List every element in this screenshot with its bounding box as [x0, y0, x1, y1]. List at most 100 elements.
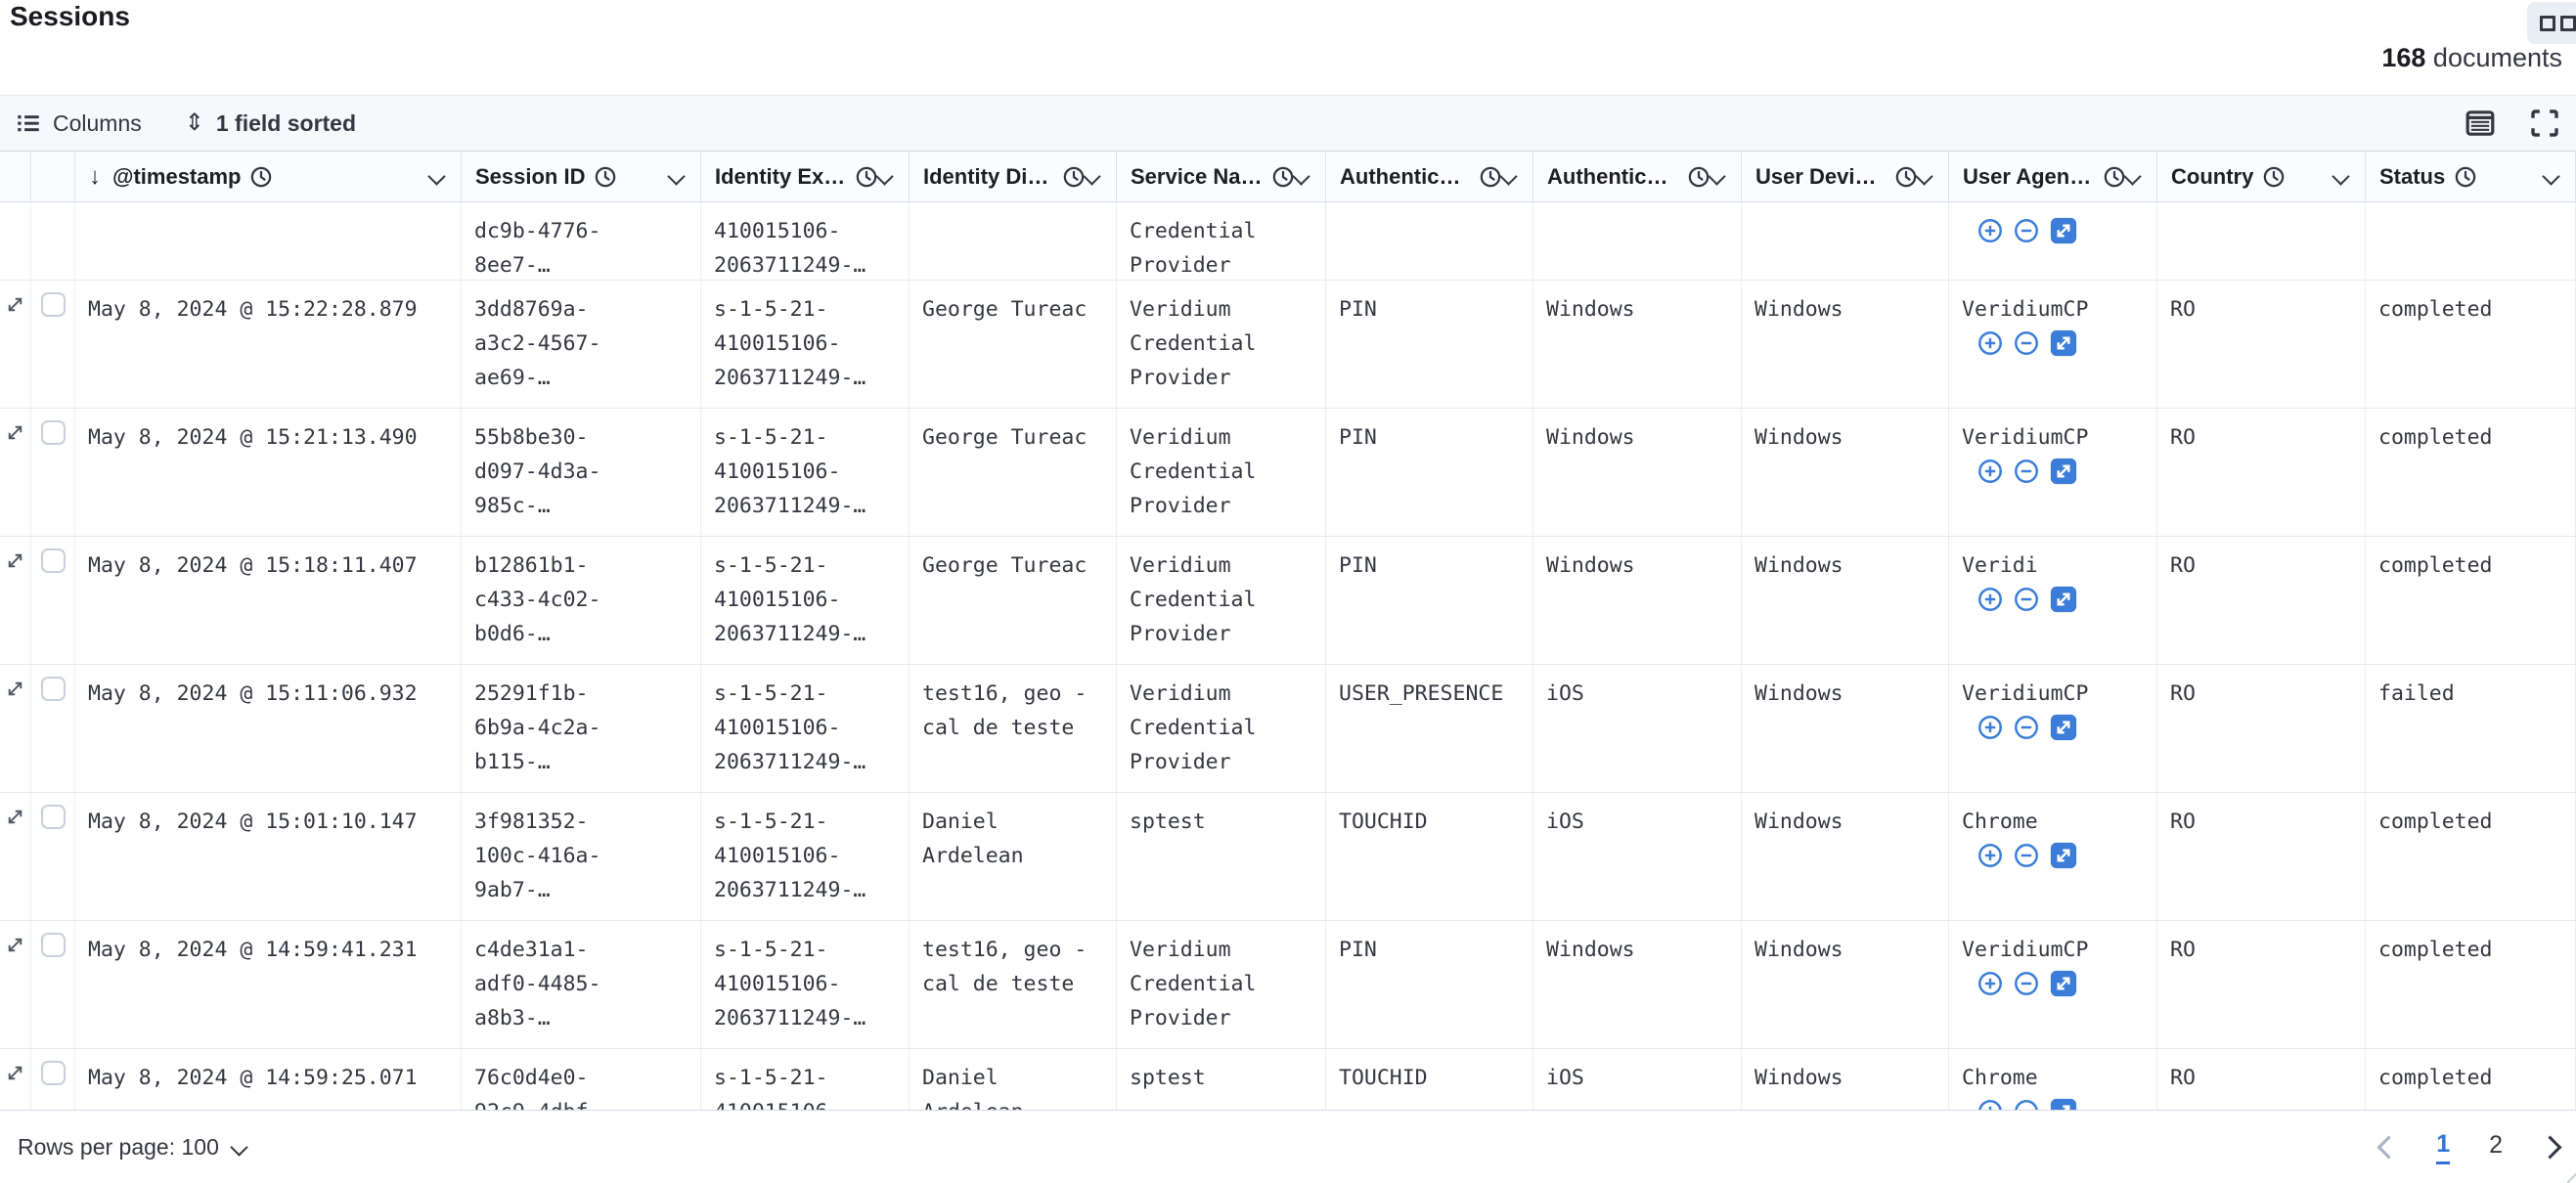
- columns-button[interactable]: Columns: [16, 110, 142, 137]
- cell-user-device[interactable]: Windows: [1742, 281, 1949, 408]
- expand-cell-icon[interactable]: [2050, 714, 2077, 741]
- cell-user-device[interactable]: Windows: [1742, 537, 1949, 664]
- cell-service-name[interactable]: sptest: [1117, 1049, 1326, 1110]
- filter-out-value-icon[interactable]: [2014, 587, 2039, 612]
- cell-session-id[interactable]: 3f981352- 100c-416a- 9ab7-…: [462, 793, 701, 920]
- filter-out-value-icon[interactable]: [2014, 971, 2039, 996]
- cell-timestamp[interactable]: May 8, 2024 @ 14:59:25.071: [75, 1049, 462, 1110]
- cell-timestamp[interactable]: May 8, 2024 @ 15:21:13.490: [75, 409, 462, 536]
- cell-user-agent[interactable]: [1949, 202, 2157, 280]
- expand-cell-icon[interactable]: [2050, 1098, 2077, 1110]
- cell-authentication-os[interactable]: Windows: [1533, 921, 1742, 1048]
- cell-user-agent[interactable]: VeridiumCP: [1949, 665, 2157, 792]
- cell-session-id[interactable]: dc9b-4776- 8ee7-…: [462, 202, 701, 280]
- filter-for-value-icon[interactable]: [1977, 971, 2003, 996]
- fullscreen-icon[interactable]: [2529, 108, 2560, 139]
- cell-country[interactable]: RO: [2157, 537, 2366, 664]
- expand-cell-icon[interactable]: [2050, 842, 2077, 869]
- cell-timestamp[interactable]: May 8, 2024 @ 15:11:06.932: [75, 665, 462, 792]
- cell-status[interactable]: failed: [2366, 665, 2576, 792]
- cell-service-name[interactable]: Veridium Credential Provider: [1117, 409, 1326, 536]
- row-checkbox[interactable]: [40, 292, 66, 317]
- filter-for-value-icon[interactable]: [1977, 843, 2003, 868]
- column-header[interactable]: Status: [2366, 152, 2576, 201]
- expand-row-button[interactable]: [5, 679, 25, 702]
- cell-session-id[interactable]: 55b8be30- d097-4d3a- 985c-…: [462, 409, 701, 536]
- cell-identity-external-id[interactable]: s-1-5-21- 410015106- 2063711249-…: [701, 409, 910, 536]
- cell-user-agent[interactable]: Chrome: [1949, 793, 2157, 920]
- cell-authentication-method[interactable]: USER_PRESENCE: [1326, 665, 1533, 792]
- cell-authentication-method[interactable]: TOUCHID: [1326, 793, 1533, 920]
- row-checkbox[interactable]: [40, 420, 66, 445]
- cell-authentication-os[interactable]: [1533, 202, 1742, 280]
- column-header[interactable]: Authenticat...: [1326, 152, 1533, 201]
- filter-for-value-icon[interactable]: [1977, 587, 2003, 612]
- cell-status[interactable]: [2366, 202, 2576, 280]
- cell-service-name[interactable]: Veridium Credential Provider: [1117, 665, 1326, 792]
- page-number-2[interactable]: 2: [2489, 1131, 2503, 1159]
- expand-cell-icon[interactable]: [2050, 329, 2077, 357]
- column-header[interactable]: User Device...: [1742, 152, 1949, 201]
- density-icon[interactable]: [2465, 108, 2496, 139]
- column-header[interactable]: User Agent ...: [1949, 152, 2157, 201]
- cell-country[interactable]: RO: [2157, 793, 2366, 920]
- cell-identity-external-id[interactable]: s-1-5-21- 410015106- 2063711249-…: [701, 537, 910, 664]
- cell-authentication-method[interactable]: PIN: [1326, 409, 1533, 536]
- cell-user-device[interactable]: [1742, 202, 1949, 280]
- expand-row-button[interactable]: [5, 294, 25, 318]
- cell-service-name[interactable]: sptest: [1117, 793, 1326, 920]
- column-header[interactable]: Country: [2157, 152, 2366, 201]
- cell-country[interactable]: [2157, 202, 2366, 280]
- cell-identity-display-name[interactable]: test16, geo - cal de teste: [910, 665, 1117, 792]
- filter-out-value-icon[interactable]: [2014, 843, 2039, 868]
- expand-row-button[interactable]: [5, 422, 25, 446]
- row-checkbox[interactable]: [40, 805, 66, 829]
- cell-status[interactable]: completed: [2366, 409, 2576, 536]
- cell-user-agent[interactable]: VeridiumCP: [1949, 409, 2157, 536]
- column-header[interactable]: Authenticat...: [1533, 152, 1742, 201]
- cell-identity-display-name[interactable]: Daniel Ardelean: [910, 793, 1117, 920]
- cell-authentication-os[interactable]: Windows: [1533, 537, 1742, 664]
- row-checkbox[interactable]: [40, 1061, 66, 1085]
- cell-identity-external-id[interactable]: 410015106- 2063711249-…: [701, 202, 910, 280]
- expand-cell-icon[interactable]: [2050, 970, 2077, 997]
- cell-authentication-method[interactable]: PIN: [1326, 921, 1533, 1048]
- expand-cell-icon[interactable]: [2050, 217, 2077, 244]
- cell-service-name[interactable]: Veridium Credential Provider: [1117, 281, 1326, 408]
- expand-row-button[interactable]: [5, 807, 25, 830]
- cell-user-device[interactable]: Windows: [1742, 665, 1949, 792]
- cell-status[interactable]: completed: [2366, 537, 2576, 664]
- cell-session-id[interactable]: 3dd8769a- a3c2-4567- ae69-…: [462, 281, 701, 408]
- column-header[interactable]: Identity Dis...: [910, 152, 1117, 201]
- cell-timestamp[interactable]: May 8, 2024 @ 15:01:10.147: [75, 793, 462, 920]
- column-header[interactable]: ↓ @timestamp: [75, 152, 462, 201]
- cell-identity-external-id[interactable]: s-1-5-21- 410015106- 2063711249-…: [701, 665, 910, 792]
- filter-for-value-icon[interactable]: [1977, 330, 2003, 356]
- cell-authentication-os[interactable]: iOS: [1533, 665, 1742, 792]
- cell-timestamp[interactable]: May 8, 2024 @ 15:18:11.407: [75, 537, 462, 664]
- cell-timestamp[interactable]: May 8, 2024 @ 14:59:41.231: [75, 921, 462, 1048]
- expand-row-button[interactable]: [5, 935, 25, 958]
- cell-user-device[interactable]: Windows: [1742, 409, 1949, 536]
- cell-identity-display-name[interactable]: George Tureac: [910, 409, 1117, 536]
- cell-identity-external-id[interactable]: s-1-5-21- 410015106- 2063711249-…: [701, 793, 910, 920]
- expand-cell-icon[interactable]: [2050, 586, 2077, 613]
- cell-service-name[interactable]: Veridium Credential Provider: [1117, 537, 1326, 664]
- fields-sorted-button[interactable]: ⇕ 1 field sorted: [185, 110, 356, 137]
- expand-row-button[interactable]: [5, 1063, 25, 1086]
- cell-user-device[interactable]: Windows: [1742, 793, 1949, 920]
- filter-for-value-icon[interactable]: [1977, 218, 2003, 243]
- row-checkbox[interactable]: [40, 933, 66, 957]
- cell-user-agent[interactable]: VeridiumCP: [1949, 921, 2157, 1048]
- cell-authentication-os[interactable]: iOS: [1533, 793, 1742, 920]
- cell-service-name[interactable]: Credential Provider: [1117, 202, 1326, 280]
- filter-for-value-icon[interactable]: [1977, 1099, 2003, 1110]
- cell-status[interactable]: completed: [2366, 921, 2576, 1048]
- cell-identity-display-name[interactable]: test16, geo - cal de teste: [910, 921, 1117, 1048]
- previous-page-icon[interactable]: [2376, 1134, 2401, 1160]
- filter-out-value-icon[interactable]: [2014, 459, 2039, 484]
- cell-user-agent[interactable]: Chrome: [1949, 1049, 2157, 1110]
- row-checkbox[interactable]: [40, 548, 66, 573]
- cell-identity-external-id[interactable]: s-1-5-21- 410015106- 2063711249-…: [701, 921, 910, 1048]
- filter-out-value-icon[interactable]: [2014, 218, 2039, 243]
